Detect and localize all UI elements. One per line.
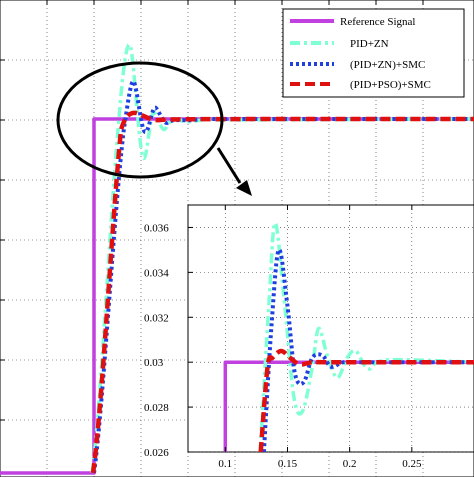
legend-item-reference: Reference Signal: [290, 16, 415, 28]
inset-x-tick-label: 0.1: [218, 458, 232, 470]
zoom-arrow-head: [236, 180, 252, 196]
inset-y-tick-label: 0.036: [144, 222, 169, 234]
inset-y-axis: 0.026 0.028 0.03 0.032 0.034 0.036: [144, 222, 193, 459]
main-series: [0, 43, 474, 475]
legend-item-pid-zn-smc: (PID+ZN)+SMC: [290, 59, 425, 71]
zoom-ellipse: [56, 61, 224, 179]
inset-x-tick-label: 0.25: [402, 458, 422, 470]
inset-y-tick-label: 0.026: [144, 447, 169, 459]
legend-item-pid-zn: PID+ZN: [290, 38, 389, 50]
inset-y-tick-label: 0.034: [144, 267, 169, 279]
legend-label-pid-zn: PID+ZN: [350, 38, 389, 50]
inset-plot: 0.026 0.028 0.03 0.032 0.034 0.036 0.1 0.15 0.2…: [144, 204, 474, 470]
zoom-arrow-line: [216, 147, 242, 184]
legend-label-reference: Reference Signal: [340, 16, 415, 28]
inset-x-tick-label: 0.2: [343, 458, 357, 470]
inset-y-tick-label: 0.03: [144, 357, 164, 369]
inset-series-line-2: [261, 247, 474, 452]
main-series-line-3: [90, 110, 474, 474]
inset-series-line-3: [258, 348, 474, 452]
legend-label-pid-pso-smc: (PID+PSO)+SMC: [350, 79, 431, 91]
inset-x-tick-label: 0.15: [278, 458, 298, 470]
inset-y-tick-label: 0.032: [144, 312, 169, 324]
legend-label-pid-zn-smc: (PID+ZN)+SMC: [350, 59, 425, 71]
inset-y-tick-label: 0.028: [144, 402, 169, 414]
inset-x-axis: 0.1 0.15 0.2 0.25: [218, 205, 422, 470]
zoom-annotation: [56, 61, 252, 196]
inset-series: [223, 221, 474, 452]
legend: Reference Signal PID+ZN (PID+ZN)+SMC (PI…: [282, 8, 465, 98]
legend-item-pid-pso-smc: (PID+PSO)+SMC: [290, 79, 431, 91]
inset-plot-frame: [187, 204, 474, 453]
